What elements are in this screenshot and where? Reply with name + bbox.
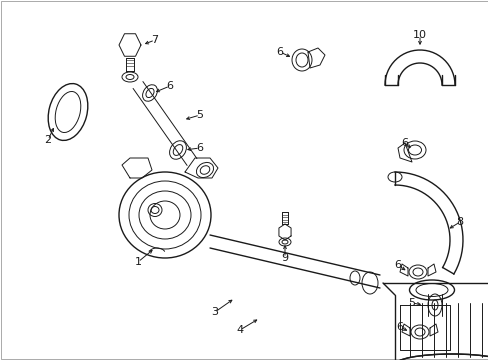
Text: 4: 4 [236,325,243,335]
Text: 3: 3 [211,307,218,317]
Text: 6: 6 [166,81,173,91]
Text: 2: 2 [44,135,51,145]
Text: 5: 5 [407,298,415,308]
Text: 10: 10 [412,30,426,40]
Text: 6: 6 [396,322,403,332]
Text: 8: 8 [455,217,463,227]
Text: 6: 6 [394,260,401,270]
Text: 6: 6 [196,143,203,153]
Text: 6: 6 [276,47,283,57]
Text: 7: 7 [151,35,158,45]
Text: 6: 6 [401,138,407,148]
Text: 5: 5 [196,110,203,120]
Text: 1: 1 [134,257,141,267]
Text: 9: 9 [281,253,288,263]
